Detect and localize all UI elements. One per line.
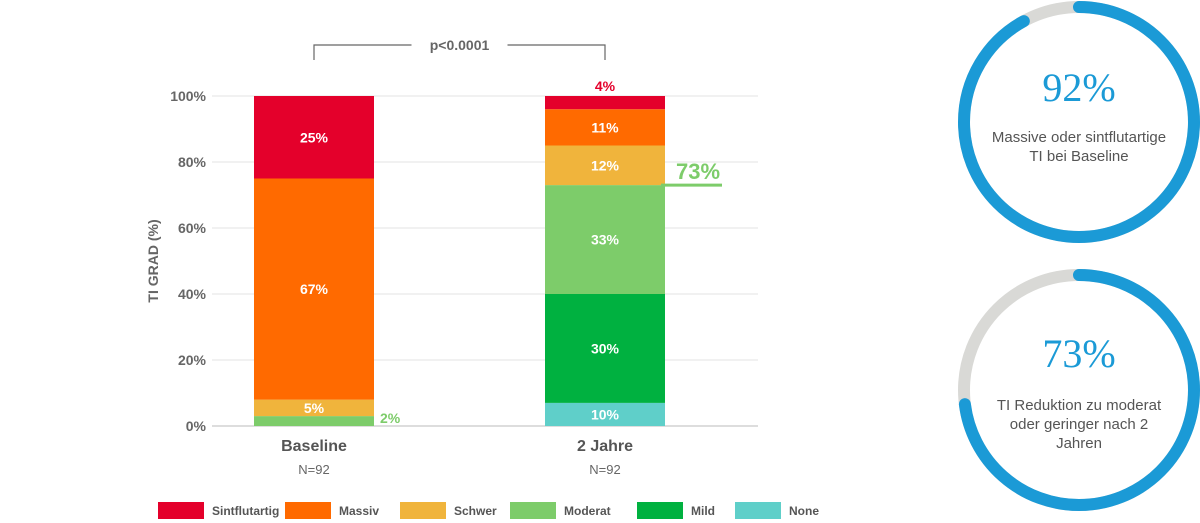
bar-segment-sintflutartig (545, 96, 665, 110)
ring-progress (958, 1, 1200, 243)
bar-segment-label: 11% (591, 119, 619, 135)
legend-swatch-massiv (285, 502, 331, 519)
bar-segment-schwer (545, 145, 665, 186)
y-tick-label: 0% (186, 418, 207, 434)
significance-label: p<0.0001 (430, 37, 490, 53)
y-tick-label: 80% (178, 154, 207, 170)
category-label: 2 Jahre (577, 438, 633, 455)
bar-segment-label: 12% (591, 157, 620, 173)
category-n-label: N=92 (298, 462, 329, 477)
y-tick-label: 60% (178, 220, 207, 236)
bar-segment-label: 2% (380, 410, 401, 426)
bar-segment-label: 10% (591, 406, 620, 422)
bar-segment-sintflutartig (254, 96, 374, 179)
stat-ring-reduction: 73% TI Reduktion zu moderat oder geringe… (957, 268, 1200, 512)
bar-segment-massiv (254, 178, 374, 400)
bar-segment-label: 67% (300, 281, 329, 297)
bar-segment-schwer (254, 399, 374, 417)
legend-swatch-sintflutartig (158, 502, 204, 519)
stat-ring-baseline: 92% Massive oder sintflutartige TI bei B… (957, 0, 1200, 244)
category-n-label: N=92 (589, 462, 620, 477)
legend-label: None (789, 504, 819, 518)
y-tick-label: 40% (178, 286, 207, 302)
bar-segment-label: 4% (595, 78, 616, 94)
stat-value: 92% (1042, 65, 1116, 110)
bar-segment-label: 33% (591, 232, 620, 248)
legend-label: Massiv (339, 504, 379, 518)
legend-label: Sintflutartig (212, 504, 279, 518)
ring-progress (958, 269, 1200, 511)
bar-segment-massiv (545, 109, 665, 146)
stat-value: 73% (1042, 331, 1116, 376)
bar-segment-moderat (254, 416, 374, 426)
bar-segment-none (545, 402, 665, 426)
legend-label: Schwer (454, 504, 497, 518)
bar-segment-label: 5% (304, 400, 325, 416)
legend-label: Moderat (564, 504, 611, 518)
stat-description: Massive oder sintflutartige TI bei Basel… (991, 129, 1167, 165)
y-axis-title: TI GRAD (%) (145, 219, 161, 302)
significance-bracket (313, 44, 606, 60)
progress-ring (958, 269, 1200, 511)
legend-label: Mild (691, 504, 715, 518)
bar-segment-label: 25% (300, 129, 329, 145)
legend-swatch-mild (637, 502, 683, 519)
y-tick-label: 100% (170, 88, 206, 104)
legend-swatch-moderat (510, 502, 556, 519)
bar-segment-mild (545, 294, 665, 403)
category-label: Baseline (281, 438, 347, 455)
progress-ring (958, 1, 1200, 243)
marker-label: 73% (676, 159, 720, 184)
y-tick-label: 20% (178, 352, 207, 368)
stat-description: TI Reduktion zu moderat oder geringer na… (996, 397, 1162, 452)
legend-swatch-schwer (400, 502, 446, 519)
stacked-bar-chart: 0% 20% 40% 60% 80% 100% TI GRAD (%) 2% 5% 67% 25% B… (145, 37, 819, 519)
bar-segment-moderat (545, 185, 665, 294)
legend-swatch-none (735, 502, 781, 519)
bar-segment-label: 30% (591, 340, 620, 356)
